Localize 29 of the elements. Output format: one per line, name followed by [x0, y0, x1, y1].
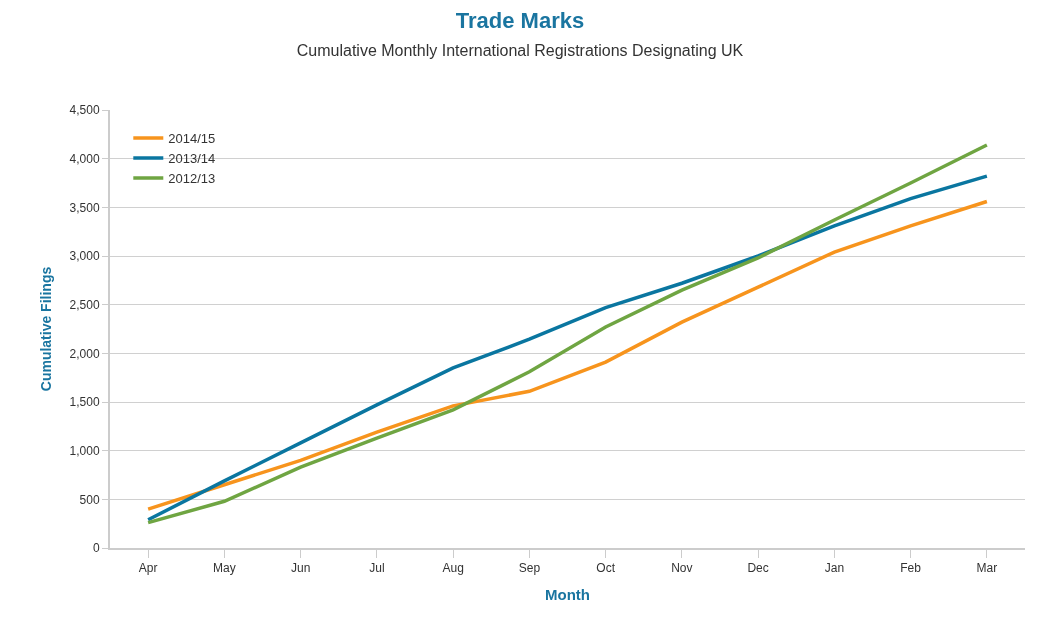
y-tick-label: 0 [92, 541, 100, 556]
x-tick-label: Feb [900, 561, 922, 576]
chart-title: Trade Marks [455, 7, 585, 33]
y-tick-label: 2,000 [69, 346, 100, 361]
legend-label: 2013/14 [168, 151, 216, 167]
x-tick-label: Apr [138, 561, 158, 576]
y-tick-label: 500 [79, 492, 100, 507]
chart-subtitle: Cumulative Monthly International Registrations Designating UK [296, 42, 744, 60]
x-tick-label: May [213, 561, 236, 576]
x-tick-label: Jun [290, 561, 311, 576]
y-axis-title: Cumulative Filings [37, 266, 54, 392]
x-tick-label: Dec [747, 561, 769, 576]
y-tick-label: 3,000 [69, 249, 100, 264]
y-tick-label: 3,500 [69, 200, 100, 215]
legend-label: 2014/15 [168, 131, 216, 147]
x-tick-label: Jul [369, 561, 385, 576]
legend-label: 2012/13 [168, 170, 216, 186]
x-axis-title: Month [545, 585, 590, 603]
y-tick-label: 2,500 [69, 297, 100, 312]
y-tick-label: 4,500 [69, 103, 100, 118]
x-tick-label: Sep [518, 561, 541, 576]
y-tick-label: 1,500 [69, 395, 100, 410]
y-tick-label: 1,000 [69, 443, 100, 458]
x-tick-label: Nov [671, 561, 693, 576]
y-tick-label: 4,000 [69, 151, 100, 166]
x-tick-label: Oct [596, 561, 616, 576]
x-tick-label: Aug [442, 561, 464, 576]
x-tick-label: Mar [976, 561, 998, 576]
x-tick-label: Jan [824, 561, 845, 576]
